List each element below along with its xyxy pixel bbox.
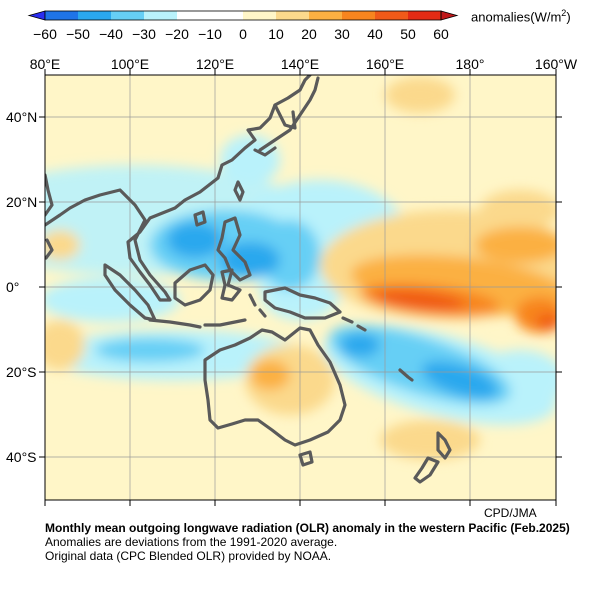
latitude-label: 0° <box>6 279 20 295</box>
colorbar-swatch <box>144 11 177 20</box>
coast-philippines <box>216 216 252 282</box>
colorbar-swatch <box>243 11 276 20</box>
longitude-label: 80°E <box>29 56 61 72</box>
graticule <box>45 75 556 500</box>
credit-label: CPD/JMA <box>484 506 537 520</box>
coast-java <box>148 318 202 329</box>
colorbar-swatch <box>408 11 441 20</box>
caption-line-1: Anomalies are deviations from the 1991-2… <box>45 535 338 549</box>
colorbar-tick-label: 50 <box>400 26 416 42</box>
coastlines <box>45 75 452 484</box>
coast-hainan <box>193 210 207 227</box>
coast-japan-south <box>253 146 277 157</box>
longitude-label: 100°E <box>110 56 150 72</box>
longitude-label: 120°E <box>195 56 235 72</box>
caption-title: Monthly mean outgoing longwave radiation… <box>45 521 570 535</box>
coast-borneo <box>173 263 215 307</box>
colorbar-tick-label: −30 <box>132 26 156 42</box>
latitude-label: 20°N <box>6 194 38 210</box>
coast-new-zealand-north <box>436 431 452 460</box>
colorbar-tick-label: 10 <box>268 26 284 42</box>
colorbar-swatch <box>309 11 342 20</box>
colorbar-tick-label: 40 <box>367 26 383 42</box>
longitude-label: 140°E <box>280 56 320 72</box>
coast-solomon <box>341 316 367 332</box>
colorbar-swatch <box>177 11 210 20</box>
colorbar-tick-label: −10 <box>198 26 222 42</box>
colorbar-tick-label: 0 <box>239 26 247 42</box>
colorbar-tick-label: 60 <box>433 26 449 42</box>
colorbar-swatch <box>210 11 243 20</box>
colorbar-swatch <box>111 11 144 20</box>
longitude-label: 160°W <box>534 56 578 72</box>
colorbar-tick-label: 20 <box>301 26 317 42</box>
colorbar-unit-label: anomalies(W/m2) <box>471 8 571 25</box>
colorbar-swatch <box>78 11 111 20</box>
longitude-label: 160°E <box>365 56 405 72</box>
colorbar-tick-label: −40 <box>99 26 123 42</box>
colorbar-swatches <box>27 10 459 21</box>
colorbar-swatch <box>276 11 309 20</box>
colorbar-tick-label: −60 <box>33 26 57 42</box>
colorbar-swatch <box>342 11 375 20</box>
colorbar-tick-label: −50 <box>66 26 90 42</box>
latitude-label: 40°S <box>6 449 37 465</box>
coast-maluku <box>248 293 267 318</box>
coast-new-guinea <box>263 286 342 320</box>
colorbar-swatch <box>45 11 78 20</box>
coast-tasmania <box>298 450 314 467</box>
latitude-label: 20°S <box>6 364 37 380</box>
caption-line-2: Original data (CPC Blended OLR) provided… <box>45 549 332 563</box>
coast-asia-mainland <box>45 75 312 302</box>
coast-lesser-sunda <box>203 318 247 327</box>
coast-new-zealand-south <box>413 456 440 484</box>
caption: Monthly mean outgoing longwave radiation… <box>45 521 585 563</box>
coast-sri-lanka <box>45 238 54 260</box>
coast-taiwan <box>233 180 245 202</box>
colorbar-swatch <box>375 11 408 20</box>
coast-sulawesi <box>220 268 242 302</box>
coast-australia <box>203 326 347 447</box>
colorbar-tick-label: 30 <box>334 26 350 42</box>
latitude-label: 40°N <box>6 109 38 125</box>
axis-ticks <box>39 69 562 506</box>
colorbar <box>27 10 459 21</box>
coast-india <box>45 173 54 217</box>
longitude-label: 180° <box>455 56 485 72</box>
coast-new-caledonia <box>398 368 414 382</box>
colorbar-tick-label: −20 <box>165 26 189 42</box>
coast-japan <box>258 76 320 152</box>
